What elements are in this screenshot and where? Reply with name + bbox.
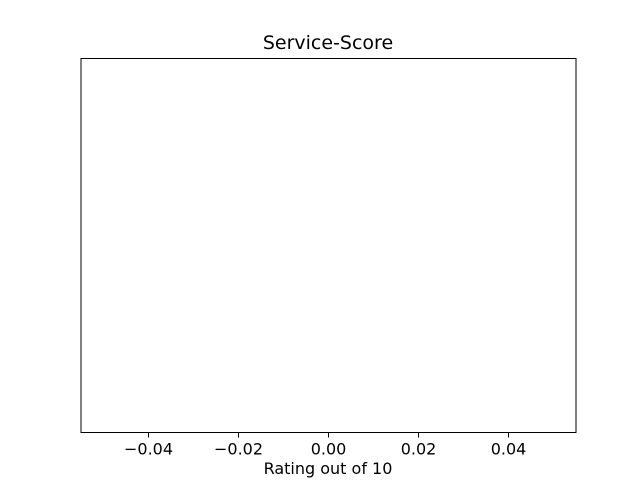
plot-area xyxy=(80,58,577,433)
x-tick-label: −0.02 xyxy=(214,440,263,459)
x-tick-label: −0.04 xyxy=(124,440,173,459)
x-axis-ticks: −0.04 −0.02 0.00 0.02 0.04 xyxy=(124,432,527,459)
x-tick-label: 0.04 xyxy=(491,440,527,459)
chart-title: Service-Score xyxy=(263,32,393,54)
x-tick-label: 0.02 xyxy=(401,440,437,459)
x-tick-label: 0.00 xyxy=(311,440,347,459)
x-axis-label: Rating out of 10 xyxy=(264,459,393,478)
